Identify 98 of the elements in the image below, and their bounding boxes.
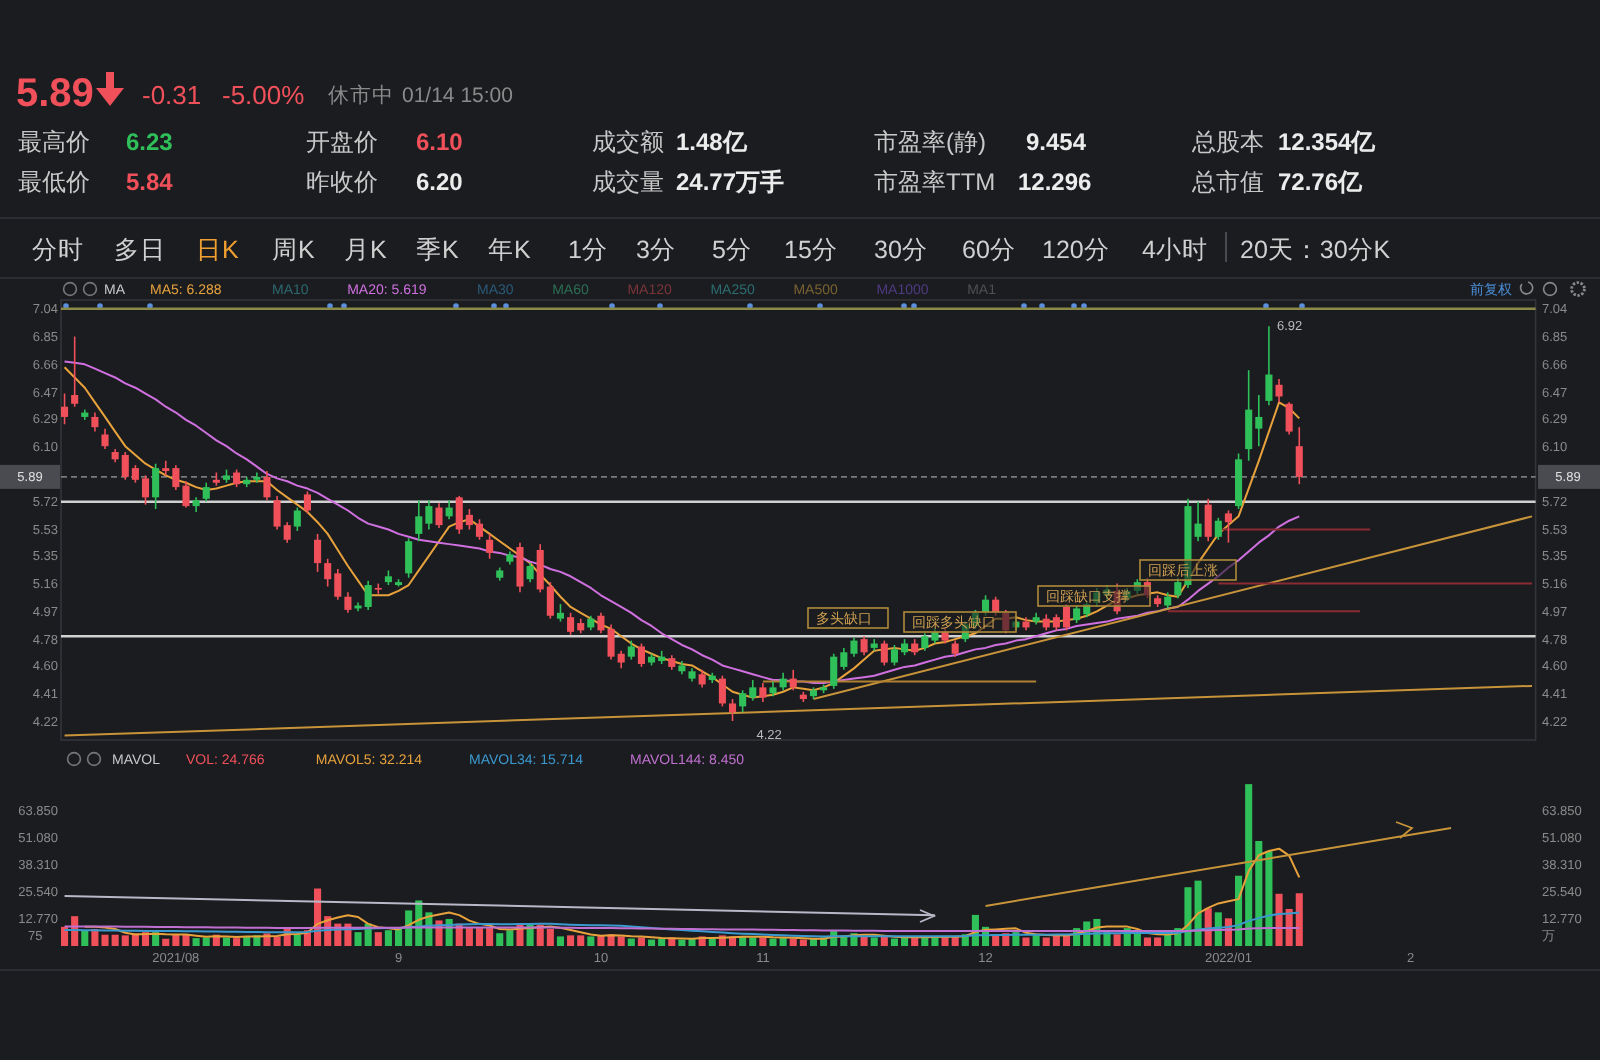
text: 3分 (636, 236, 676, 264)
text: 60分 (962, 236, 1016, 264)
text: 最高价 (18, 128, 90, 156)
text: -5.00% (222, 80, 306, 110)
candlestick (718, 674, 726, 708)
candlestick (1194, 500, 1202, 542)
text: 多日 (114, 236, 166, 264)
bar (1113, 934, 1121, 946)
candlestick (202, 481, 210, 503)
text: 季K (416, 236, 460, 264)
candlestick (445, 499, 453, 521)
candlestick (435, 502, 443, 529)
candlestick (627, 639, 635, 661)
text: 成交额 (592, 128, 664, 156)
candlestick (992, 595, 1000, 617)
bar (556, 936, 564, 946)
candlestick (1143, 576, 1152, 600)
candlestick (1295, 426, 1303, 485)
bar (374, 932, 382, 946)
text: 分时 (32, 236, 84, 264)
text: 01/14 15:00 (402, 84, 514, 108)
line-series (63, 911, 1301, 938)
text: 市盈率TTM (874, 168, 996, 196)
candlestick (516, 541, 524, 594)
text: 总市值 (1190, 168, 1264, 196)
candlestick (1002, 609, 1010, 635)
bar (1194, 880, 1202, 946)
candlestick (486, 533, 494, 560)
text: 总股本 (1190, 128, 1264, 156)
bar (222, 937, 231, 946)
text: 成交量 (592, 168, 664, 196)
candlestick (1214, 517, 1222, 541)
text: 15分 (784, 236, 838, 264)
bar (587, 936, 595, 946)
candlestick (789, 669, 797, 692)
bar (293, 934, 301, 946)
candlestick (1285, 401, 1293, 436)
text: 30分 (874, 236, 928, 264)
candlestick (1265, 325, 1273, 407)
candlestick (293, 506, 301, 532)
candlestick (263, 470, 271, 502)
candlestick (405, 537, 413, 579)
candlestick (880, 639, 888, 667)
text: 休市中 (328, 82, 394, 108)
text: 9.454 (1026, 128, 1087, 156)
text: 周K (272, 236, 316, 264)
candlestick (344, 591, 352, 614)
candlestick (981, 594, 990, 617)
bar (233, 938, 241, 946)
bar (1022, 937, 1030, 946)
candlestick (637, 642, 645, 668)
candlestick (759, 682, 767, 703)
text: 5.89 (16, 72, 94, 116)
text: 6.10 (416, 128, 464, 156)
bar (627, 938, 635, 946)
candlestick (860, 635, 868, 657)
text: 月K (344, 236, 388, 264)
bar (708, 938, 716, 946)
text: 6.23 (126, 128, 174, 156)
candlestick (526, 562, 534, 583)
candlestick (314, 533, 322, 573)
text: 24.77万手 (676, 168, 785, 196)
candlestick (91, 411, 99, 433)
text: 昨收价 (306, 168, 378, 196)
candlestick (374, 582, 382, 595)
candlestick (71, 335, 79, 408)
bar (81, 930, 89, 946)
bar (870, 937, 878, 946)
text: 12.296 (1018, 168, 1093, 196)
candlestick (728, 698, 737, 722)
candlestick (1235, 452, 1243, 510)
text: 72.76亿 (1278, 168, 1365, 196)
text: 5.84 (126, 168, 174, 196)
text: 6.20 (416, 168, 464, 196)
text: 12.354亿 (1278, 128, 1378, 156)
line-series (83, 847, 1301, 940)
text: 1分 (568, 236, 608, 264)
text: 日K (196, 236, 240, 264)
text: 120分 (1042, 236, 1110, 264)
candlestick (1275, 378, 1283, 404)
text: 5分 (712, 236, 752, 264)
text: 20天：30分K (1240, 236, 1392, 264)
bar (637, 937, 645, 946)
text: 市盈率(静) (874, 128, 986, 156)
candlestick (303, 490, 311, 515)
candlestick (1204, 498, 1212, 542)
text: 4小时 (1142, 236, 1208, 264)
candlestick (597, 612, 605, 635)
candlestick (152, 462, 160, 510)
candlestick (253, 471, 261, 484)
text: -0.31 (142, 80, 202, 110)
candlestick (101, 427, 109, 450)
text: 1.48亿 (676, 128, 749, 156)
text: 年K (488, 236, 532, 264)
candlestick (61, 392, 69, 426)
text: 开盘价 (306, 128, 378, 156)
text: 最低价 (18, 168, 90, 196)
candlestick (1224, 509, 1232, 544)
